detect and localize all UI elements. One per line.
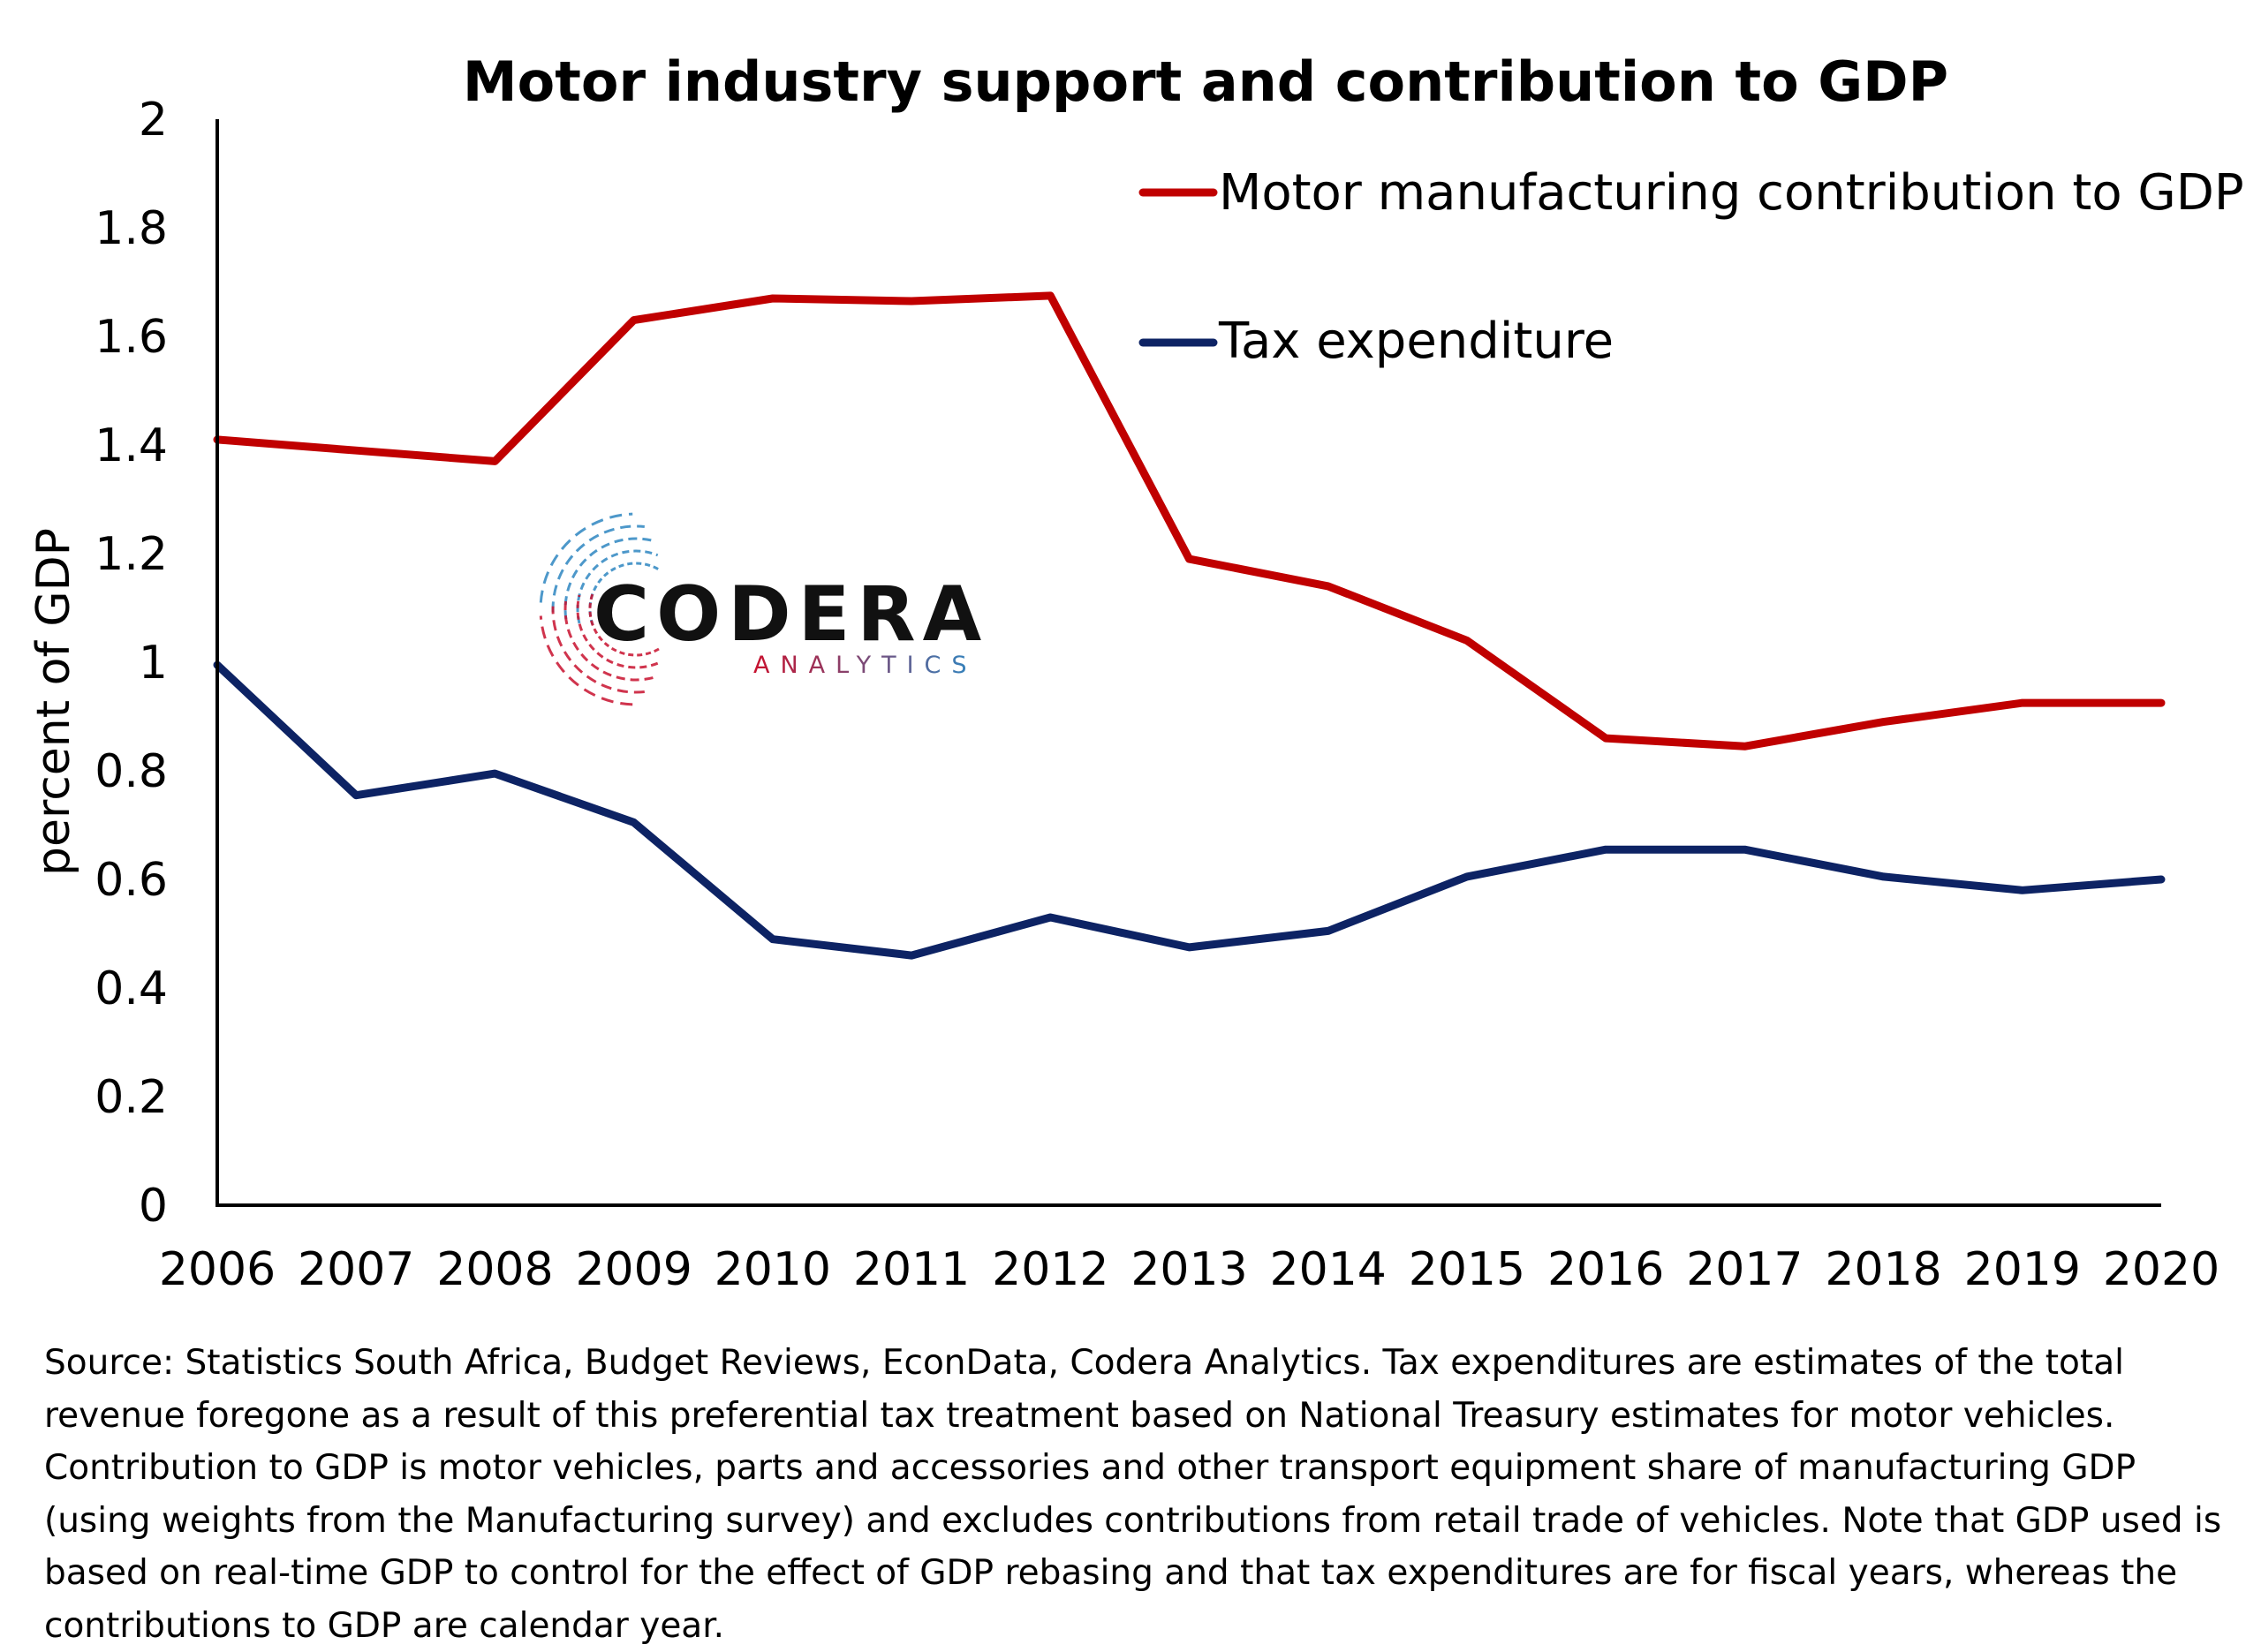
x-tick-labels: 2006 2007 2008 2009 2010 2011 2012 2013 2014 2015… [159, 1243, 2219, 1296]
x-tick-label: 2006 [159, 1243, 276, 1296]
y-tick-label: 2 [139, 94, 168, 147]
x-tick-label: 2007 [298, 1243, 414, 1296]
chart-title: Motor industry support and contribution … [463, 49, 1948, 114]
x-tick-label: 2009 [575, 1243, 692, 1296]
y-axis-title: percent of GDP [27, 528, 80, 876]
logo-arc [551, 606, 645, 694]
x-tick-label: 2011 [853, 1243, 970, 1296]
y-tick-label: 1.6 [95, 311, 168, 364]
x-tick-label: 2016 [1547, 1243, 1664, 1296]
x-tick-label: 2014 [1270, 1243, 1387, 1296]
x-tick-label: 2015 [1409, 1243, 1525, 1296]
logo-arc [588, 592, 660, 657]
logo-arc [551, 524, 645, 613]
logo-subtitle: ANALYTICS [753, 652, 978, 679]
legend-label-motor-manufacturing: Motor manufacturing contribution to GDP [1219, 164, 2244, 222]
y-tick-label: 1.4 [95, 419, 168, 472]
series-line-tax-expenditure [213, 660, 2166, 960]
x-tick-label: 2010 [715, 1243, 831, 1296]
legend-item-motor-manufacturing: Motor manufacturing contribution to GDP [1138, 164, 2244, 222]
logo-arc [588, 562, 660, 626]
x-tick-label: 2020 [2103, 1243, 2219, 1296]
y-tick-label: 0.8 [95, 745, 168, 798]
y-tick-label: 0.2 [95, 1071, 168, 1124]
x-tick-label: 2019 [1964, 1243, 2081, 1296]
source-note: Source: Statistics South Africa, Budget … [44, 1343, 2222, 1646]
series-lines [213, 291, 2166, 960]
y-tick-label: 0 [139, 1180, 168, 1233]
x-tick-label: 2008 [436, 1243, 553, 1296]
y-tick-label: 1.8 [95, 202, 168, 255]
y-tick-label: 0.6 [95, 854, 168, 907]
x-tick-label: 2018 [1825, 1243, 1941, 1296]
legend-label-tax-expenditure: Tax expenditure [1218, 313, 1614, 370]
logo-arc [563, 537, 654, 620]
y-tick-labels: 0 0.2 0.4 0.6 0.8 1 1.2 1.4 1.6 1.8 2 [95, 94, 168, 1233]
logo-wordmark: CODERA [594, 570, 988, 659]
x-tick-label: 2012 [992, 1243, 1108, 1296]
y-tick-label: 0.4 [95, 962, 168, 1015]
legend-item-tax-expenditure: Tax expenditure [1138, 313, 1614, 370]
x-tick-label: 2017 [1686, 1243, 1803, 1296]
y-tick-label: 1 [139, 637, 168, 690]
y-tick-label: 1.2 [95, 528, 168, 581]
line-chart: Motor industry support and contribution … [27, 49, 2244, 1296]
series-line-motor-manufacturing [213, 291, 2166, 751]
logo-arc [576, 594, 659, 669]
logo-arc [563, 599, 654, 682]
codera-logo: CODERA ANALYTICS [539, 512, 988, 706]
logo-arc [539, 615, 633, 706]
logo-mark-icon [539, 512, 660, 706]
x-tick-label: 2013 [1130, 1243, 1247, 1296]
logo-arc [539, 512, 633, 603]
legend: Motor manufacturing contribution to GDP … [1138, 164, 2244, 370]
